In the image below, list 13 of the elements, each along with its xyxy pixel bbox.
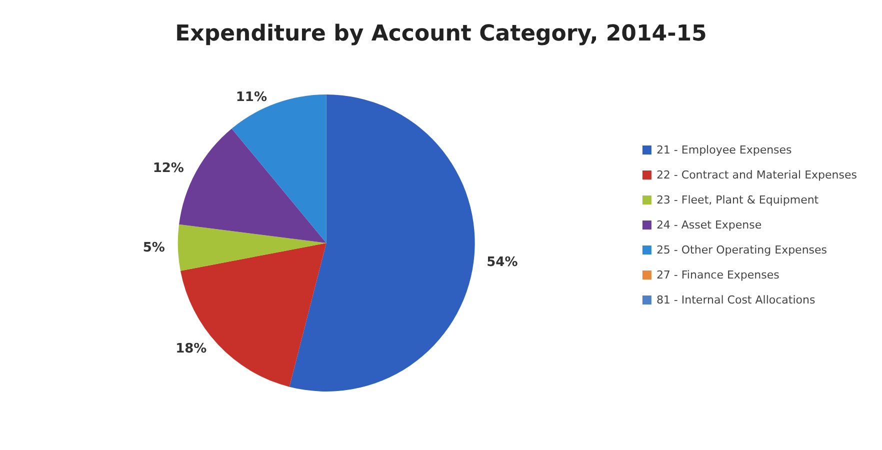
legend-label: 24 - Asset Expense bbox=[656, 218, 762, 232]
data-label: 5% bbox=[142, 240, 165, 256]
legend-label: 22 - Contract and Material Expenses bbox=[656, 168, 858, 182]
legend-label: 23 - Fleet, Plant & Equipment bbox=[656, 194, 820, 206]
data-label: 54% bbox=[486, 254, 518, 270]
legend-label: 27 - Finance Expenses bbox=[656, 268, 780, 282]
legend-label: 25 - Other Operating Expenses bbox=[656, 244, 828, 256]
data-label: 11% bbox=[236, 90, 268, 106]
data-label: 18% bbox=[176, 341, 207, 356]
data-label: 12% bbox=[152, 161, 184, 176]
chart-title: Expenditure by Account Category, 2014-15 bbox=[175, 22, 707, 46]
legend-label: 21 - Employee Expenses bbox=[656, 144, 792, 156]
legend-label: 81 - Internal Cost Allocations bbox=[656, 294, 816, 306]
